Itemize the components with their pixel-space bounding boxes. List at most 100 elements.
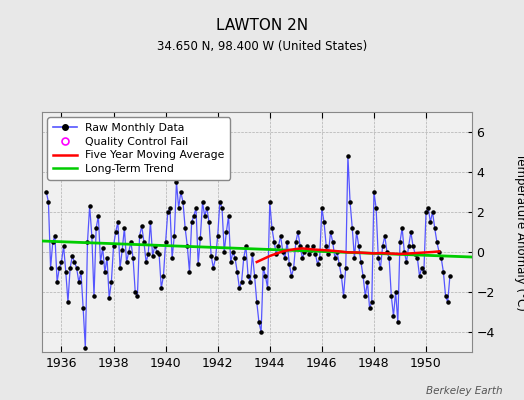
Point (380, 233, 389, 239)
Point (439, 269, 447, 275)
Point (376, 265, 385, 271)
Point (216, 199, 224, 205)
Point (235, 285, 244, 291)
Point (79, 305, 88, 311)
Point (298, 255, 307, 261)
Point (218, 205, 226, 211)
Point (437, 255, 445, 261)
Point (416, 273, 424, 279)
Point (315, 255, 324, 261)
Point (357, 259, 365, 265)
Point (92, 225, 101, 231)
Point (300, 249, 309, 255)
Point (274, 243, 282, 249)
Point (68, 253, 77, 259)
Point (326, 229, 335, 235)
Point (333, 249, 341, 255)
Point (194, 261, 202, 267)
Point (304, 251, 313, 257)
Point (170, 233, 179, 239)
Point (90, 293, 98, 299)
Point (342, 265, 350, 271)
Point (205, 219, 213, 225)
Point (118, 247, 126, 253)
Point (110, 243, 118, 249)
Point (250, 273, 259, 279)
Point (64, 299, 72, 305)
Point (146, 219, 155, 225)
Point (246, 279, 255, 285)
Point (287, 273, 296, 279)
Point (309, 243, 318, 249)
Point (120, 225, 128, 231)
Text: Berkeley Earth: Berkeley Earth (427, 386, 503, 396)
Point (391, 289, 400, 295)
Point (222, 229, 231, 235)
Point (135, 233, 144, 239)
Point (207, 253, 215, 259)
Point (426, 219, 434, 225)
Point (259, 265, 267, 271)
Point (441, 293, 450, 299)
Point (289, 265, 298, 271)
Point (398, 225, 406, 231)
Point (344, 153, 352, 159)
Point (131, 289, 139, 295)
Point (279, 249, 287, 255)
Point (435, 249, 443, 255)
Point (239, 255, 248, 261)
Point (264, 285, 272, 291)
Point (318, 205, 326, 211)
Point (237, 279, 246, 285)
Point (224, 213, 233, 219)
Point (77, 269, 85, 275)
Point (394, 319, 402, 325)
Point (359, 273, 367, 279)
Point (428, 209, 436, 215)
Point (153, 249, 161, 255)
Point (285, 261, 293, 267)
Point (144, 251, 152, 257)
Point (292, 239, 300, 245)
Point (257, 329, 265, 335)
Point (389, 313, 398, 319)
Point (407, 229, 415, 235)
Text: 34.650 N, 98.400 W (United States): 34.650 N, 98.400 W (United States) (157, 40, 367, 53)
Point (81, 345, 90, 351)
Point (374, 255, 383, 261)
Point (157, 285, 166, 291)
Point (70, 259, 79, 265)
Point (320, 219, 328, 225)
Point (172, 179, 181, 185)
Point (127, 239, 135, 245)
Point (294, 229, 302, 235)
Point (196, 235, 204, 241)
Point (159, 273, 168, 279)
Point (188, 219, 196, 225)
Point (348, 225, 356, 231)
Point (296, 243, 304, 249)
Point (107, 279, 116, 285)
Point (331, 255, 339, 261)
Point (418, 265, 426, 271)
Point (411, 251, 419, 257)
Point (413, 255, 421, 261)
Point (112, 229, 120, 235)
Point (74, 279, 83, 285)
Point (231, 255, 239, 261)
Point (220, 249, 228, 255)
Point (228, 249, 237, 255)
Point (233, 269, 242, 275)
Point (337, 273, 346, 279)
Point (49, 239, 57, 245)
Point (129, 255, 137, 261)
Point (137, 223, 146, 229)
Point (51, 233, 59, 239)
Point (42, 189, 50, 195)
Point (66, 265, 74, 271)
Point (213, 233, 222, 239)
Point (352, 229, 361, 235)
Point (307, 247, 315, 253)
Point (99, 245, 107, 251)
Point (148, 253, 157, 259)
